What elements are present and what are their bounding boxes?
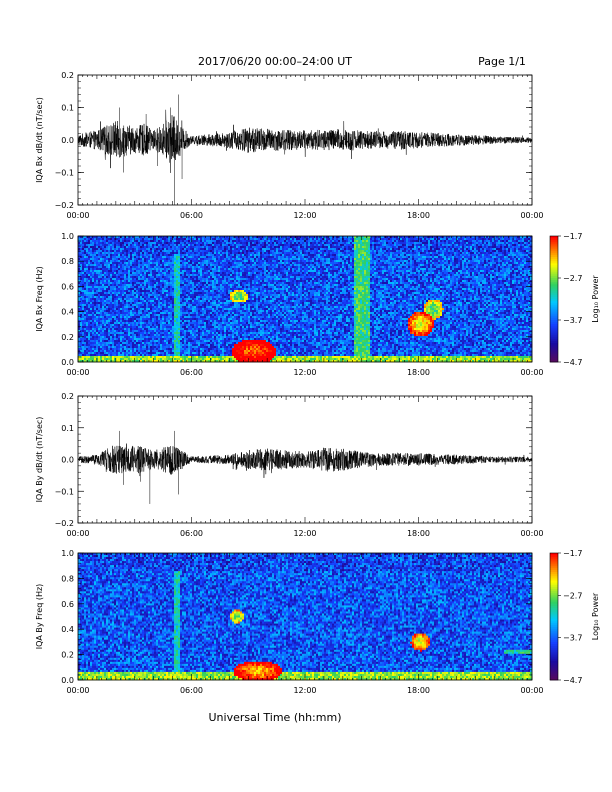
y-axis-label: IQA Bx dB/dt (nT/sec) bbox=[35, 97, 44, 183]
colorbar-tick-label: −4.7 bbox=[563, 358, 582, 367]
y-tick-label: 0.0 bbox=[61, 136, 74, 145]
bx-spectrogram-panel: −1.7 −2.7 −3.7 −4.7 Log₁₀ Power 1.0 0.8 0.6 0.4 0… bbox=[35, 232, 600, 377]
y-tick-label: 0.0 bbox=[61, 676, 74, 685]
colorbar: −1.7 −2.7 −3.7 −4.7 Log₁₀ Power bbox=[549, 549, 600, 685]
xaxis-label: Universal Time (hh:mm) bbox=[209, 711, 342, 724]
x-tick-label: 06:00 bbox=[180, 529, 203, 538]
y-tick-label: 1.0 bbox=[61, 232, 74, 241]
colorbar-tick-label: −1.7 bbox=[563, 232, 582, 241]
x-tick-label: 06:00 bbox=[180, 368, 203, 377]
y-tick-label: 0.1 bbox=[61, 104, 74, 113]
colorbar-tick-label: −4.7 bbox=[563, 676, 582, 685]
y-tick-label: −0.2 bbox=[55, 201, 74, 210]
y-tick-label: 0.2 bbox=[61, 392, 74, 401]
y-tick-label: 0.2 bbox=[61, 71, 74, 80]
y-tick-label: 0.0 bbox=[61, 358, 74, 367]
x-tick-label: 18:00 bbox=[407, 529, 430, 538]
colorbar-label: Log₁₀ Power bbox=[591, 592, 600, 640]
x-tick-label: 06:00 bbox=[180, 686, 203, 695]
y-tick-label: −0.1 bbox=[55, 169, 74, 178]
y-axis-label: IQA By dB/dt (nT/sec) bbox=[35, 417, 44, 503]
by-spectrogram-panel: −1.7 −2.7 −3.7 −4.7 Log₁₀ Power 1.0 0.8 0.6 0.4 0… bbox=[35, 549, 600, 695]
colorbar-tick-label: −2.7 bbox=[563, 274, 582, 283]
y-tick-label: 0.0 bbox=[61, 456, 74, 465]
x-tick-label: 00:00 bbox=[520, 368, 543, 377]
spectrogram-cells bbox=[78, 553, 533, 681]
y-tick-label: 0.1 bbox=[61, 424, 74, 433]
y-axis-label: IQA Bx Freq (Hz) bbox=[35, 266, 44, 332]
x-tick-label: 12:00 bbox=[293, 368, 316, 377]
x-tick-label: 00:00 bbox=[520, 211, 543, 220]
by-dbdt-panel: 0.2 0.1 0.0 −0.1 −0.2 IQA By dB/dt (nT/sec) 00… bbox=[35, 392, 544, 538]
dbdt-trace bbox=[77, 94, 533, 205]
y-tick-label: 0.2 bbox=[61, 651, 74, 660]
y-tick-label: 0.6 bbox=[61, 600, 74, 609]
chart-title: 2017/06/20 00:00–24:00 UT bbox=[198, 55, 352, 68]
x-tick-label: 00:00 bbox=[66, 529, 89, 538]
y-tick-label: 0.4 bbox=[61, 625, 74, 634]
x-tick-label: 00:00 bbox=[66, 686, 89, 695]
bx-dbdt-panel: 0.2 0.1 0.0 −0.1 −0.2 IQA Bx dB/dt (nT/sec) 00… bbox=[35, 71, 544, 220]
colorbar-label: Log₁₀ Power bbox=[591, 275, 600, 323]
x-tick-label: 18:00 bbox=[407, 368, 430, 377]
y-tick-label: 0.6 bbox=[61, 282, 74, 291]
x-tick-label: 00:00 bbox=[66, 368, 89, 377]
x-tick-label: 12:00 bbox=[293, 686, 316, 695]
x-tick-label: 12:00 bbox=[293, 211, 316, 220]
y-tick-label: 0.8 bbox=[61, 257, 74, 266]
colorbar-tick-label: −1.7 bbox=[563, 549, 582, 558]
x-tick-label: 00:00 bbox=[66, 211, 89, 220]
y-axis-label: IQA By Freq (Hz) bbox=[35, 584, 44, 650]
x-tick-label: 12:00 bbox=[293, 529, 316, 538]
page-indicator: Page 1/1 bbox=[478, 55, 526, 68]
y-tick-label: 1.0 bbox=[61, 549, 74, 558]
colorbar-tick-label: −3.7 bbox=[563, 316, 582, 325]
colorbar-tick-label: −3.7 bbox=[563, 634, 582, 643]
y-tick-label: 0.8 bbox=[61, 574, 74, 583]
spectrogram-cells bbox=[78, 236, 533, 363]
x-tick-label: 18:00 bbox=[407, 686, 430, 695]
dbdt-trace bbox=[77, 430, 533, 504]
x-tick-label: 00:00 bbox=[520, 529, 543, 538]
y-tick-label: −0.2 bbox=[55, 519, 74, 528]
x-tick-label: 00:00 bbox=[520, 686, 543, 695]
x-tick-label: 18:00 bbox=[407, 211, 430, 220]
y-tick-label: 0.4 bbox=[61, 308, 74, 317]
colorbar: −1.7 −2.7 −3.7 −4.7 Log₁₀ Power bbox=[549, 232, 600, 367]
x-tick-label: 06:00 bbox=[180, 211, 203, 220]
colorbar-tick-label: −2.7 bbox=[563, 591, 582, 600]
y-tick-label: −0.1 bbox=[55, 487, 74, 496]
y-tick-label: 0.2 bbox=[61, 333, 74, 342]
